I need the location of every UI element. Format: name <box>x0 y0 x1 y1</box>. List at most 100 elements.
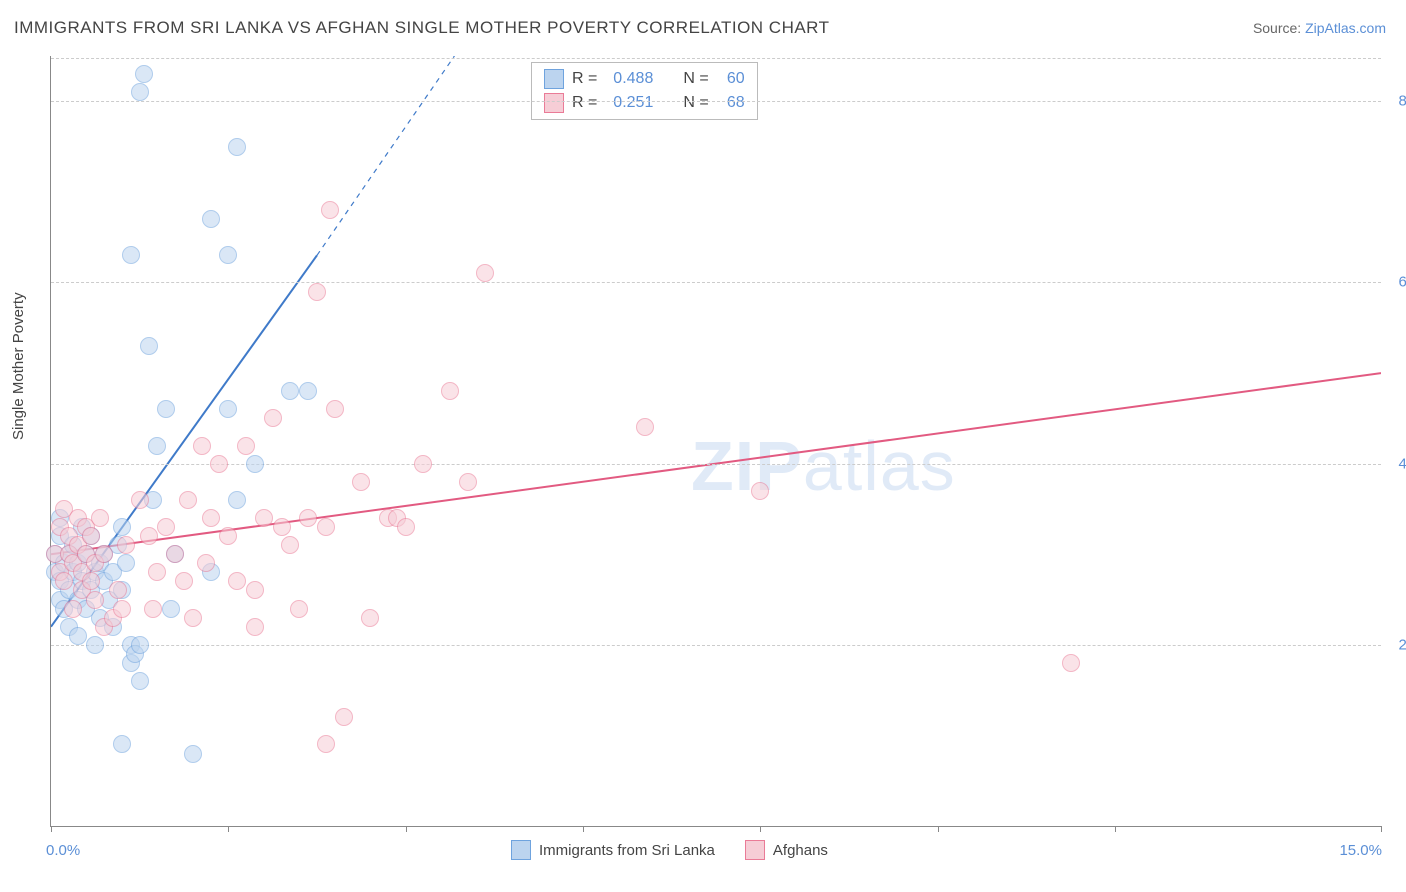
x-tick <box>406 826 407 832</box>
data-point <box>361 609 379 627</box>
data-point <box>202 210 220 228</box>
data-point <box>193 437 211 455</box>
data-point <box>162 600 180 618</box>
data-point <box>459 473 477 491</box>
data-point <box>246 455 264 473</box>
watermark-zip: ZIP <box>691 427 803 505</box>
x-axis-min-label: 0.0% <box>46 842 80 859</box>
stats-row: R =0.488N =60 <box>544 67 745 91</box>
data-point <box>148 437 166 455</box>
data-point <box>131 672 149 690</box>
regression-line-extrapolated <box>317 56 454 255</box>
data-point <box>131 491 149 509</box>
x-tick <box>760 826 761 832</box>
y-gridline <box>51 282 1381 283</box>
y-gridline <box>51 645 1381 646</box>
x-tick <box>228 826 229 832</box>
data-point <box>321 201 339 219</box>
data-point <box>117 536 135 554</box>
data-point <box>117 554 135 572</box>
source-link[interactable]: ZipAtlas.com <box>1305 20 1386 36</box>
data-point <box>290 600 308 618</box>
data-point <box>281 382 299 400</box>
y-gridline <box>51 101 1381 102</box>
data-point <box>308 283 326 301</box>
chart-container: IMMIGRANTS FROM SRI LANKA VS AFGHAN SING… <box>0 0 1406 892</box>
data-point <box>184 745 202 763</box>
stats-n-label: N = <box>683 94 708 112</box>
data-point <box>197 554 215 572</box>
stats-n-value: 68 <box>717 94 745 112</box>
data-point <box>122 246 140 264</box>
data-point <box>144 600 162 618</box>
data-point <box>228 491 246 509</box>
x-axis-max-label: 15.0% <box>1339 842 1382 859</box>
stats-r-value: 0.251 <box>605 94 653 112</box>
data-point <box>255 509 273 527</box>
data-point <box>317 735 335 753</box>
data-point <box>131 83 149 101</box>
data-point <box>95 545 113 563</box>
legend-swatch <box>511 840 531 860</box>
data-point <box>157 400 175 418</box>
stats-r-label: R = <box>572 94 597 112</box>
data-point <box>751 482 769 500</box>
data-point <box>113 600 131 618</box>
source-attribution: Source: ZipAtlas.com <box>1253 20 1386 36</box>
data-point <box>86 591 104 609</box>
legend-swatch <box>745 840 765 860</box>
x-tick <box>938 826 939 832</box>
watermark-atlas: atlas <box>803 427 956 505</box>
x-tick <box>1115 826 1116 832</box>
stats-row: R = 0.251 N = 68 <box>544 91 745 115</box>
data-point <box>264 409 282 427</box>
data-point <box>175 572 193 590</box>
data-point <box>441 382 459 400</box>
stats-legend-box: R = 0.488 N = 60 R = 0.251 N = 68 <box>531 62 758 120</box>
data-point <box>317 518 335 536</box>
legend-swatch <box>544 93 564 113</box>
data-point <box>219 246 237 264</box>
stats-n-value: 60 <box>717 70 745 88</box>
data-point <box>210 455 228 473</box>
data-point <box>228 572 246 590</box>
stats-r-value: 0.488 <box>605 70 653 88</box>
data-point <box>326 400 344 418</box>
y-tick-label: 60.0% <box>1387 274 1406 291</box>
plot-area: ZIPatlas R =0.488N =60R =0.251N =68 Immi… <box>50 56 1381 827</box>
data-point <box>352 473 370 491</box>
data-point <box>636 418 654 436</box>
legend-item: Afghans <box>745 840 828 860</box>
y-tick-label: 20.0% <box>1387 636 1406 653</box>
watermark: ZIPatlas <box>691 426 956 506</box>
data-point <box>1062 654 1080 672</box>
data-point <box>157 518 175 536</box>
data-point <box>179 491 197 509</box>
data-point <box>281 536 299 554</box>
data-point <box>228 138 246 156</box>
data-point <box>55 572 73 590</box>
data-point <box>140 337 158 355</box>
x-tick <box>51 826 52 832</box>
data-point <box>109 581 127 599</box>
data-point <box>140 527 158 545</box>
x-tick <box>1381 826 1382 832</box>
data-point <box>86 636 104 654</box>
y-axis-label: Single Mother Poverty <box>10 292 27 440</box>
x-tick <box>583 826 584 832</box>
stats-r-label: R = <box>572 70 597 88</box>
data-point <box>414 455 432 473</box>
data-point <box>113 518 131 536</box>
data-point <box>82 572 100 590</box>
data-point <box>299 382 317 400</box>
chart-title: IMMIGRANTS FROM SRI LANKA VS AFGHAN SING… <box>14 18 830 38</box>
data-point <box>64 600 82 618</box>
data-point <box>184 609 202 627</box>
data-point <box>166 545 184 563</box>
data-point <box>69 627 87 645</box>
data-point <box>246 581 264 599</box>
data-point <box>273 518 291 536</box>
legend-item: Immigrants from Sri Lanka <box>511 840 715 860</box>
data-point <box>246 618 264 636</box>
data-point <box>397 518 415 536</box>
